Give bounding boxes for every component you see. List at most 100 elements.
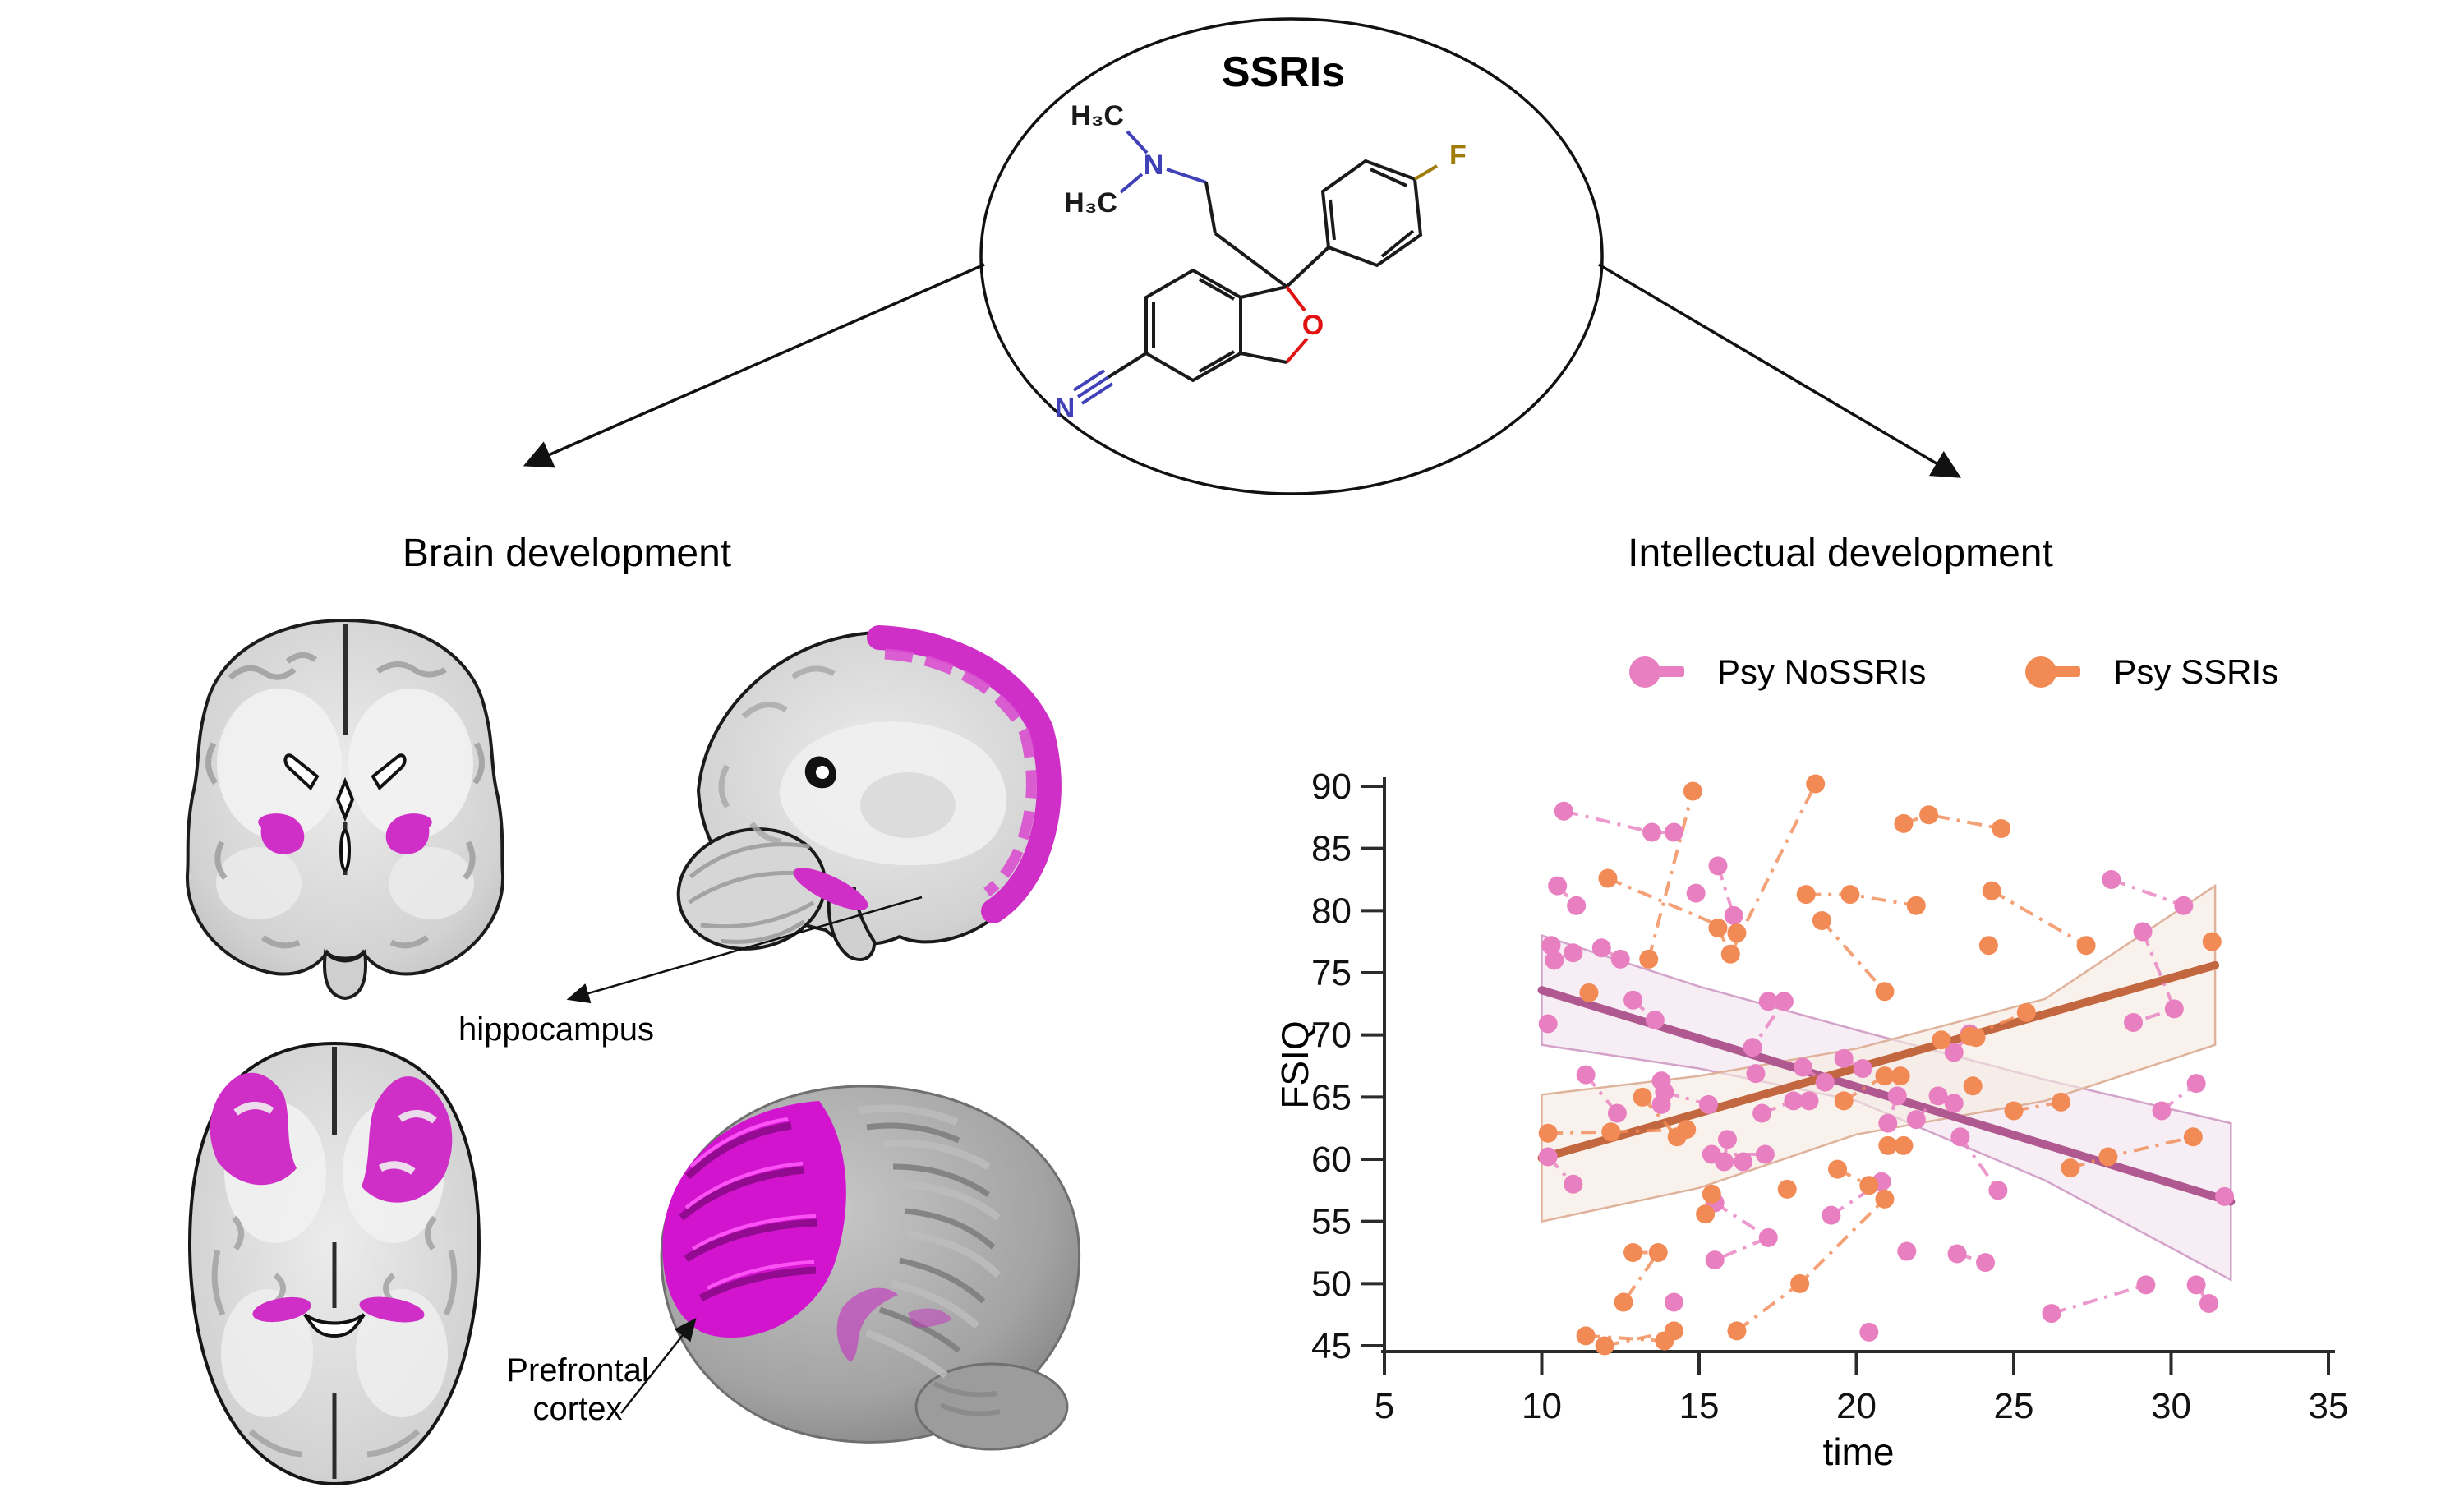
data-point-1 [1727,1321,1747,1341]
subject-line-1 [1806,892,1917,908]
data-point-1 [1683,781,1702,801]
data-point-0 [1746,1064,1766,1084]
data-point-1 [1614,1292,1633,1312]
y-tick-label: 55 [1311,1202,1352,1242]
molecule-circle [979,17,1604,495]
data-point-0 [2124,1013,2144,1033]
data-point-1 [1894,813,1914,833]
y-tick-label: 60 [1311,1140,1352,1180]
data-point-0 [1607,1103,1627,1123]
data-point-0 [2174,896,2194,915]
data-point-0 [1947,1244,1967,1264]
data-point-0 [1944,1043,1964,1062]
atom-label-o: O [1302,310,1324,341]
sagittal-brain-slice [676,625,1062,961]
subject-line-0 [1714,1201,1772,1262]
data-point-1 [2183,1127,2203,1147]
data-point-1 [1623,1243,1643,1262]
data-point-1 [1790,1273,1810,1293]
ssri-molecule-structure [1072,130,1439,405]
data-point-0 [1705,1250,1725,1270]
data-point-1 [1708,919,1728,938]
data-point-0 [1686,883,1706,903]
data-point-1 [1796,885,1816,905]
data-point-0 [1645,1011,1665,1030]
data-point-0 [1859,1322,1879,1342]
data-point-1 [1702,1184,1721,1204]
data-point-0 [1906,1110,1926,1130]
data-point-0 [1591,938,1611,958]
data-point-1 [1875,982,1895,1002]
subject-line-0 [2051,1283,2147,1315]
data-point-0 [1541,936,1561,956]
x-tick-label: 30 [2151,1386,2191,1426]
y-tick-label: 80 [1311,891,1352,931]
data-point-1 [1963,1076,1983,1096]
coronal-brain-slice [185,618,505,1001]
data-point-0 [2102,870,2121,889]
brain-3d-render [660,1085,1081,1451]
data-point-0 [1623,990,1643,1010]
data-point-1 [1598,868,1618,888]
data-point-0 [1702,1144,1721,1164]
data-point-0 [2186,1074,2206,1094]
data-point-1 [2061,1158,2080,1178]
data-point-1 [1878,1135,1898,1155]
molecule-title: SSRIs [1221,48,1346,96]
arrow-to-brain-development [523,263,985,468]
data-point-0 [1576,1065,1596,1085]
data-point-0 [2199,1294,2218,1314]
intellectual-development-title: Intellectual development [1628,532,2053,575]
data-point-0 [1752,1103,1772,1123]
data-point-1 [1875,1066,1895,1086]
subject-line-0 [2111,877,2185,908]
subject-line-1 [1716,783,1817,958]
trend-line-1 [1537,960,2220,1163]
legend-marker-psy-ssris [2025,656,2081,688]
data-point-1 [1906,896,1926,915]
y-tick-label: 65 [1311,1077,1352,1117]
data-point-1 [1727,923,1747,943]
subject-line-1 [1991,889,2088,947]
data-point-1 [1648,1243,1668,1262]
data-point-0 [1642,822,1662,842]
data-point-0 [1950,1127,1970,1147]
subject-line-1 [1735,1198,1886,1333]
data-point-1 [1538,1123,1558,1143]
atom-label-n-nitrile: N [1055,393,1075,424]
x-tick-label: 35 [2309,1386,2349,1426]
data-point-1 [1576,1326,1596,1346]
legend-marker-psy-nossris [1629,656,1684,688]
subject-line-1 [1607,877,1738,935]
subject-line-0 [1959,1135,2000,1191]
hippocampus-highlight-3d [836,1287,898,1362]
y-tick-label: 70 [1311,1016,1352,1056]
data-point-0 [1655,1082,1674,1102]
y-tick-label: 90 [1311,767,1352,807]
hippocampus-label: hippocampus [458,1011,654,1048]
hippocampus-highlight-axial-left [252,1296,311,1323]
data-point-1 [2016,1002,2036,1022]
data-point-0 [2152,1101,2172,1121]
data-point-0 [1755,1144,1775,1164]
data-point-0 [2136,1275,2156,1295]
confidence-band-1 [1541,883,2217,1223]
prefrontal-label-line2: cortex [532,1391,623,1428]
arrow-to-intellectual-development [1598,263,1962,478]
data-point-1 [1894,1135,1914,1155]
data-point-0 [2186,1275,2206,1295]
data-point-1 [1992,818,2011,838]
data-point-1 [1812,910,1831,930]
x-tick-label: 15 [1679,1386,1720,1426]
subject-line-1 [1604,1329,1674,1347]
hippocampus-highlight-right [385,813,432,854]
data-point-0 [2164,999,2184,1019]
subject-line-0 [1830,1180,1883,1217]
data-point-1 [1859,1176,1879,1195]
molecule-atom-labels: H₃C H₃C N O N F [1055,100,1467,424]
subject-line-0 [2132,931,2176,1025]
x-tick-label: 25 [1994,1386,2034,1426]
subject-line-1 [1585,1333,1665,1343]
data-point-0 [1834,1048,1854,1068]
